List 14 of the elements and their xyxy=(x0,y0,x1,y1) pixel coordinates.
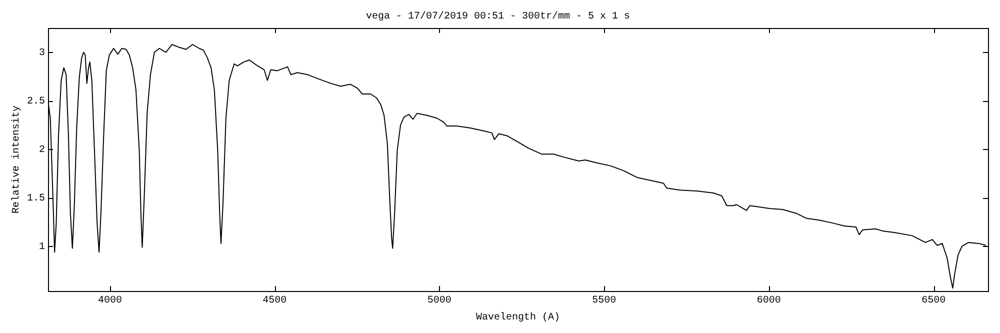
x-tick-label: 4000 xyxy=(98,296,122,307)
chart-title: vega - 17/07/2019 00:51 - 300tr/mm - 5 x 1 s xyxy=(366,10,630,23)
x-tick-label: 5500 xyxy=(592,296,616,307)
x-tick-label: 5000 xyxy=(427,296,452,307)
x-tick-label: 4500 xyxy=(262,296,287,307)
x-axis-title: Wavelength (A) xyxy=(476,312,560,324)
y-tick-label: 1.5 xyxy=(26,193,46,204)
x-tick-label: 6500 xyxy=(922,296,946,307)
x-tick-label: 6000 xyxy=(756,296,781,307)
y-axis-title: Relative intensity xyxy=(10,105,23,214)
y-tick-label: 2 xyxy=(38,144,46,156)
y-tick-label: 2.5 xyxy=(26,96,46,108)
y-tick-label: 1 xyxy=(38,242,46,253)
y-tick-label: 3 xyxy=(38,48,46,59)
